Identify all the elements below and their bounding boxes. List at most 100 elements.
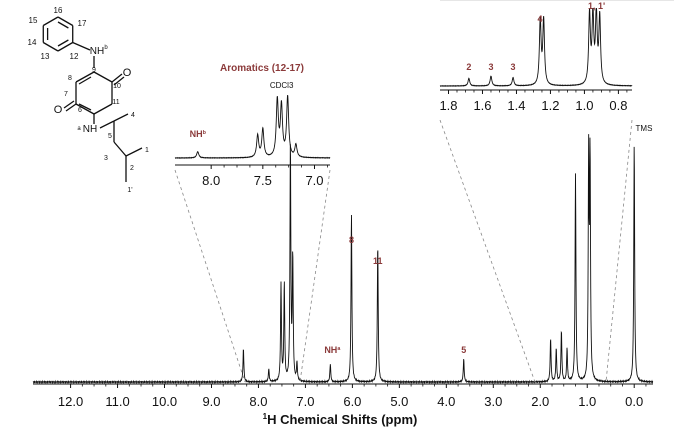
bond-c3-c2 [113, 141, 127, 157]
label-3b: 3 [511, 62, 516, 72]
main-spectrum-tick-label: 10.0 [152, 394, 177, 409]
label-11-text: 11 [373, 256, 383, 266]
nh-b: NH [90, 46, 104, 57]
nh-a: NH [83, 124, 97, 135]
aliphatic-inset-tick-label: 1.6 [473, 98, 491, 113]
label-11: 11 [373, 256, 383, 266]
label-5: 5 [461, 345, 466, 355]
label-3a: 3 [488, 62, 493, 72]
label-4-text: 4 [537, 14, 542, 24]
label-nhb-sup: b [203, 130, 207, 136]
label-1-1prime-text: 1, 1' [588, 1, 605, 11]
bond-c10-o [111, 73, 123, 83]
main-x-axis: 12.0 11.0 10.0 9.0 8.0 7.0 6.0 5.0 4.0 3.0 2.0 1.0 0… [33, 383, 653, 409]
atom-1prime: 1' [127, 187, 132, 194]
main-spectrum-tick-label: 3.0 [484, 394, 502, 409]
aromatic-inset-tick-label: 8.0 [202, 173, 220, 188]
main-spectrum [32, 134, 654, 385]
quinone-double-bond [78, 76, 92, 85]
phenyl-bond [42, 16, 59, 27]
label-nha: NHa [324, 345, 341, 355]
label-8: 8 [349, 235, 354, 245]
main-spectrum-tick-label: 0.0 [625, 394, 643, 409]
label-8-text: 8 [349, 235, 354, 245]
nh-b-sup: b [104, 45, 108, 51]
quinone-bond [93, 103, 113, 115]
aromatic-inset-tick-label: 7.0 [305, 173, 323, 188]
quinone-bond [75, 103, 95, 115]
atom-12: 12 [70, 52, 79, 61]
zoom-guides [174, 119, 633, 383]
main-spectrum-tick-label: 1.0 [578, 394, 596, 409]
phenyl-bond [57, 16, 74, 27]
atom-14: 14 [28, 38, 37, 47]
main-spectrum-tick-label: 2.0 [531, 394, 549, 409]
bond-c12-n [72, 41, 91, 51]
label-tms: TMS [636, 124, 653, 133]
phenyl-inner-bond [57, 39, 69, 47]
main-spectrum-tick-label: 4.0 [437, 394, 455, 409]
bond-c10-o-double [113, 76, 125, 86]
bond-c5-c4 [113, 113, 129, 122]
label-1-1prime: 1, 1' [588, 1, 605, 11]
aromatic-inset-title: Aromatics (12-17) [220, 63, 304, 74]
atom-11: 11 [112, 99, 119, 106]
atom-15: 15 [29, 16, 38, 25]
label-2: 2 [466, 62, 471, 72]
quinone-bond [75, 71, 95, 83]
atom-4: 4 [131, 112, 135, 119]
aromatic-inset-tick-label: 7.5 [254, 173, 272, 188]
label-cdcl3: CDCl3 [270, 81, 294, 90]
atom-3: 3 [104, 155, 108, 162]
atom-17: 17 [78, 19, 87, 28]
main-spectrum-tick-label: 8.0 [249, 394, 267, 409]
aromatic-inset-trace [174, 95, 331, 160]
bond-c7-o [65, 103, 77, 112]
aliphatic-inset [439, 8, 633, 88]
nh-a-sup: a [77, 126, 81, 132]
main-spectrum-trace [32, 134, 654, 385]
quinone-bond [93, 71, 113, 83]
main-spectrum-tick-label: 11.0 [105, 394, 129, 409]
atom-8: 8 [68, 75, 72, 82]
main-spectrum-tick-label: 7.0 [296, 394, 314, 409]
atom-2: 2 [130, 165, 134, 172]
main-spectrum-tick-label: 6.0 [343, 394, 361, 409]
main-spectrum-tick-label: 5.0 [390, 394, 408, 409]
label-4: 4 [537, 14, 542, 24]
main-spectrum-tick-label: 12.0 [58, 394, 83, 409]
label-cdcl3-text: CDCl3 [270, 81, 294, 90]
aliphatic-inset-tick-label: 0.8 [609, 98, 627, 113]
bond-c2-c1 [125, 147, 143, 157]
aromatic-inset [174, 95, 331, 160]
aliphatic-inset-tick-label: 1.4 [507, 98, 525, 113]
label-5-text: 5 [461, 345, 466, 355]
bond-n-c5 [99, 120, 115, 129]
aliphatic-inset-frame [440, 0, 674, 120]
phenyl-bond [42, 41, 59, 52]
aliphatic-inset-tick-label: 1.0 [575, 98, 593, 113]
atom-16: 16 [54, 6, 63, 15]
oxygen-10: O [123, 67, 132, 79]
x-axis-title: 1H Chemical Shifts (ppm) [263, 412, 418, 427]
label-3b-text: 3 [511, 62, 516, 72]
aliphatic-inset-trace [439, 8, 633, 88]
atom-1: 1 [145, 147, 149, 154]
aliphatic-inset-tick-label: 1.8 [439, 98, 457, 113]
label-nha-text: NH [324, 345, 337, 355]
main-spectrum-tick-label: 9.0 [202, 394, 220, 409]
label-nha-sup: a [337, 346, 341, 352]
aliphatic-inset-axis: 1.8 1.6 1.4 1.2 1.0 0.8 [439, 89, 632, 113]
atom-5: 5 [108, 133, 112, 140]
label-nhb-text: NH [190, 129, 203, 139]
oxygen-7: O [54, 104, 63, 116]
label-nhb: NHb [190, 129, 207, 139]
atom-9: 9 [92, 67, 96, 74]
label-3a-text: 3 [488, 62, 493, 72]
atom-10: 10 [113, 83, 121, 90]
phenyl-bond [57, 41, 74, 52]
atom-7: 7 [64, 91, 68, 98]
label-2-text: 2 [466, 62, 471, 72]
aromatic-inset-axis: 8.0 7.5 7.0 [175, 164, 330, 188]
